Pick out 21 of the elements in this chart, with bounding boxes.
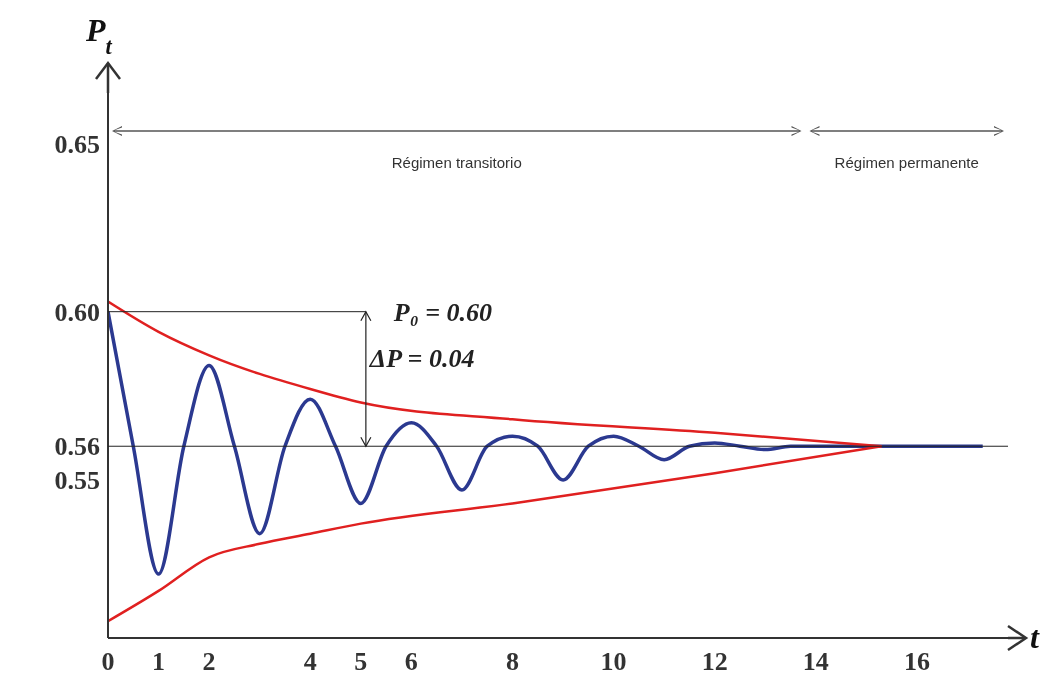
y-tick-label: 0.60 (54, 297, 100, 327)
y-tick-label: 0.56 (54, 432, 100, 462)
x-tick-label: 12 (701, 647, 728, 677)
x-tick-label: 14 (802, 647, 829, 677)
x-tick-label: 10 (600, 647, 627, 677)
annotation: ΔP = 0.04 (368, 343, 475, 373)
ref-line-label: P₀ = 0.60 (392, 297, 493, 327)
x-tick-label: 6 (404, 647, 418, 677)
x-tick-label: 4 (303, 647, 317, 677)
x-tick-label: 5 (354, 647, 368, 677)
y-tick-label: 0.65 (54, 129, 100, 159)
x-tick-label: 8 (505, 647, 519, 677)
y-axis-title: P$_{t}$ (85, 12, 113, 59)
y-tick-label: 0.55 (54, 466, 100, 496)
annotation: Régimen transitorio (391, 154, 522, 171)
x-tick-label: 0 (101, 647, 115, 677)
x-tick-label: 16 (903, 647, 930, 677)
x-tick-label: 2 (202, 647, 216, 677)
x-tick-label: 1 (152, 647, 166, 677)
x-axis-title: t (1030, 619, 1040, 655)
annotation: Régimen permanente (834, 154, 979, 171)
